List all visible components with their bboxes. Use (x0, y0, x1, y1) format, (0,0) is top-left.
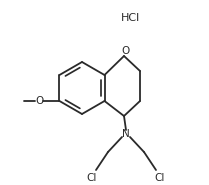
Text: O: O (121, 46, 129, 56)
Text: Cl: Cl (87, 173, 97, 183)
Text: Cl: Cl (155, 173, 165, 183)
Text: O: O (35, 96, 44, 106)
Text: HCl: HCl (120, 13, 140, 23)
Text: N: N (122, 129, 130, 139)
